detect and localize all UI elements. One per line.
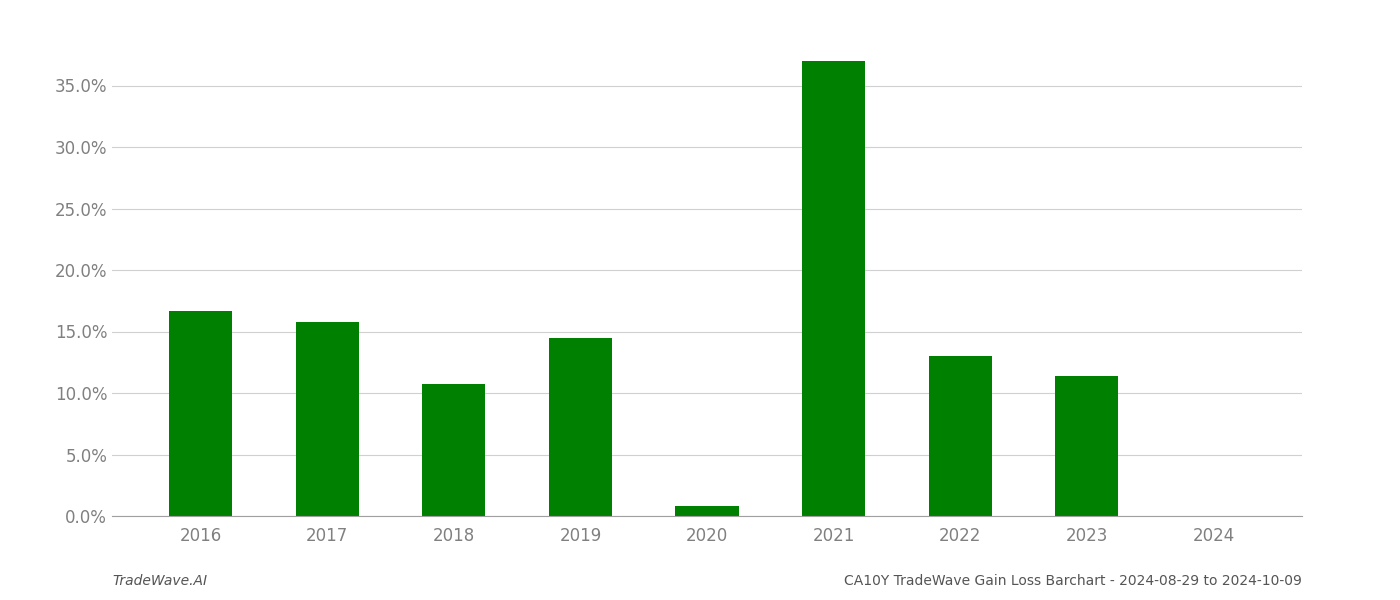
Bar [169, 311, 232, 516]
Bar [802, 61, 865, 516]
Bar [549, 338, 612, 516]
Bar [1056, 376, 1119, 516]
Bar [423, 385, 486, 516]
Text: TradeWave.AI: TradeWave.AI [112, 574, 207, 588]
Bar [295, 322, 358, 516]
Text: CA10Y TradeWave Gain Loss Barchart - 2024-08-29 to 2024-10-09: CA10Y TradeWave Gain Loss Barchart - 202… [844, 574, 1302, 588]
Bar [928, 356, 991, 516]
Bar [675, 506, 739, 516]
